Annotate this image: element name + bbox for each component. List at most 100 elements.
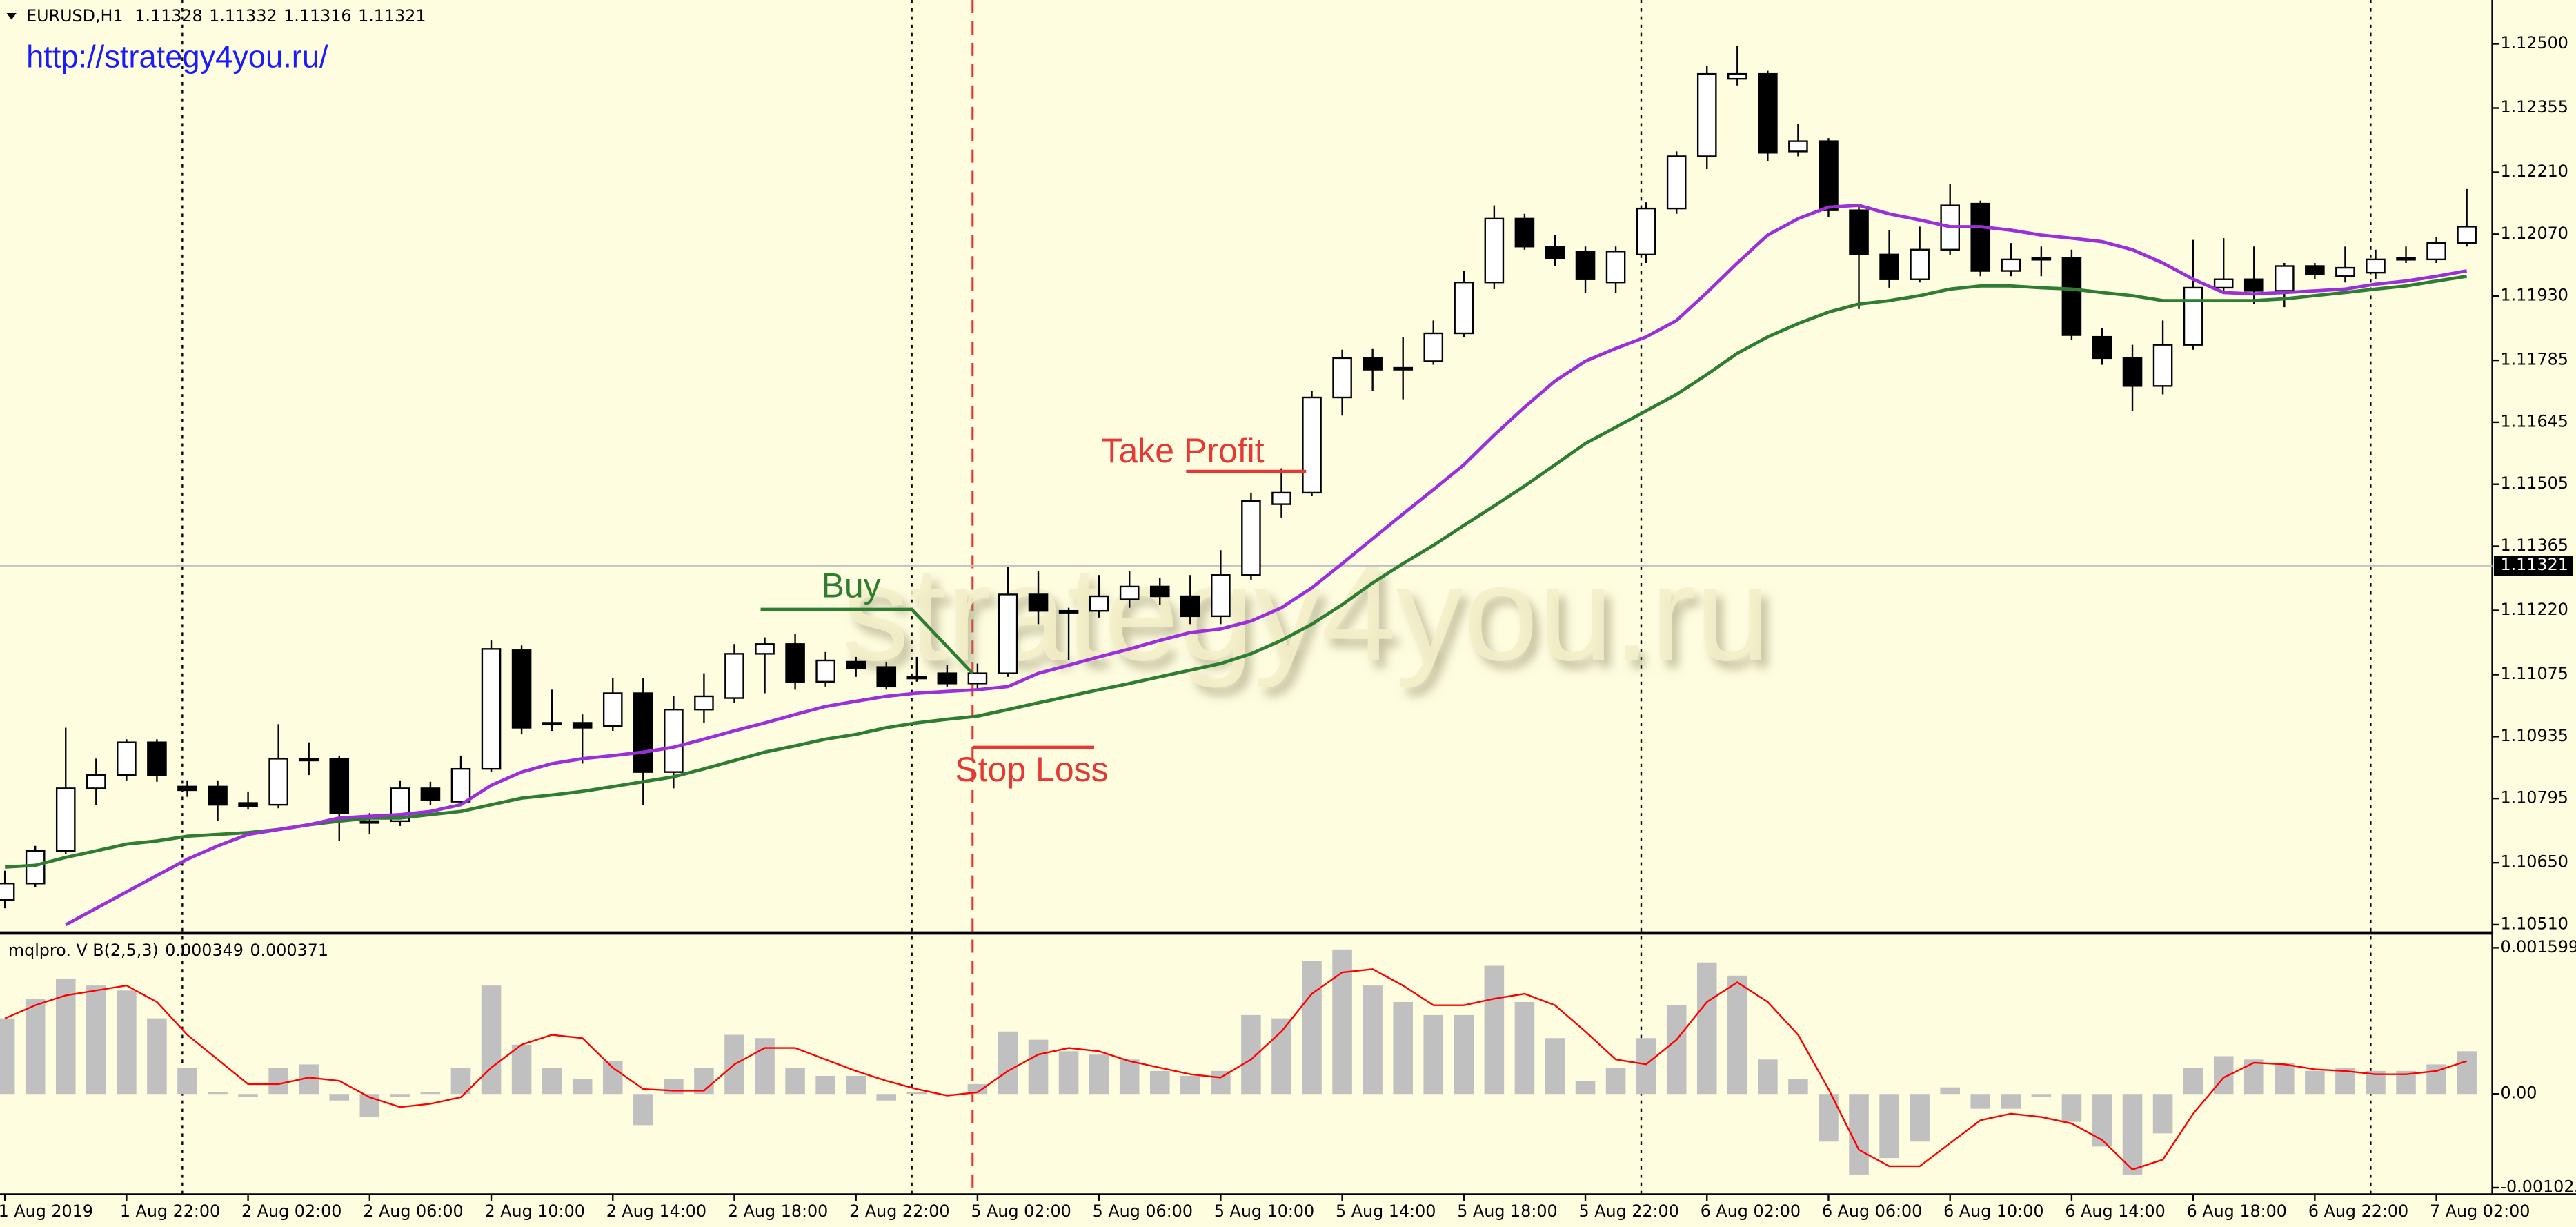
histogram-bar xyxy=(1727,975,1747,1095)
candle-body xyxy=(1149,585,1170,598)
candle-body xyxy=(724,653,744,699)
histogram-bar xyxy=(238,1094,258,1097)
candle-body xyxy=(785,643,805,683)
candle-body xyxy=(0,883,15,901)
histogram-bar xyxy=(1089,1054,1109,1095)
histogram-bar xyxy=(511,1044,532,1095)
histogram-bar xyxy=(1423,1014,1444,1095)
y-tick-label: -0.001025 xyxy=(2500,1177,2576,1196)
histogram-bar xyxy=(2122,1094,2143,1175)
candle-body xyxy=(2366,258,2386,274)
ohlc-high: 1.11332 xyxy=(209,6,277,25)
histogram-bar xyxy=(1849,1094,1869,1175)
candle-body xyxy=(2122,357,2143,387)
candle-body xyxy=(2396,257,2416,261)
histogram-bar xyxy=(1940,1087,1960,1095)
histogram-bar xyxy=(694,1068,714,1095)
candle-body xyxy=(572,722,593,729)
y-tick-label: 1.10650 xyxy=(2500,852,2568,872)
x-tick-label: 7 Aug 02:00 xyxy=(2430,1201,2530,1221)
candle-body xyxy=(55,787,76,852)
candle-body xyxy=(633,692,653,773)
histogram-bar xyxy=(815,1075,835,1095)
histogram-bar xyxy=(1636,1038,1656,1095)
histogram-bar xyxy=(1454,1014,1474,1095)
x-tick-label: 6 Aug 18:00 xyxy=(2187,1201,2287,1221)
annotation-line xyxy=(760,607,974,675)
histogram-bar xyxy=(755,1038,775,1095)
marks: 1 Aug 2019 1 Aug 22:00 2 Aug 02:00 2 Aug 06… xyxy=(0,33,2576,1221)
candle-body xyxy=(1454,282,1474,335)
candle-body xyxy=(420,787,441,801)
histogram-bar xyxy=(2275,1063,2295,1095)
histogram-bar xyxy=(481,985,502,1095)
histogram-bar xyxy=(906,1092,927,1095)
histogram-bar xyxy=(1119,1059,1140,1095)
histogram-bar xyxy=(1058,1051,1079,1095)
candle-body xyxy=(2457,226,2477,244)
x-tick-label: 2 Aug 02:00 xyxy=(241,1201,341,1221)
y-tick-label: 1.11645 xyxy=(2500,411,2568,431)
site-url[interactable]: http://strategy4you.ru/ xyxy=(26,39,328,75)
candle-body xyxy=(1363,357,1383,371)
histogram-bar xyxy=(177,1068,197,1095)
candle-body xyxy=(1758,72,1778,154)
candle-body xyxy=(1849,209,1869,256)
histogram-bar xyxy=(1180,1075,1200,1095)
symbol: EURUSD,H1 xyxy=(26,6,123,25)
histogram-bar xyxy=(1605,1068,1626,1095)
x-tick-label: 2 Aug 18:00 xyxy=(728,1201,828,1221)
histogram-bar xyxy=(542,1068,562,1095)
candle-body xyxy=(1119,585,1140,600)
candle-body xyxy=(2152,344,2173,387)
candle-body xyxy=(208,785,228,806)
current-price-label: 1.11321 xyxy=(2500,555,2568,574)
x-tick-label: 5 Aug 10:00 xyxy=(1214,1201,1314,1221)
candle-body xyxy=(2061,257,2082,336)
candle-body xyxy=(694,695,714,711)
x-tick-label: 6 Aug 14:00 xyxy=(2065,1201,2165,1221)
histogram-bar xyxy=(2183,1068,2203,1095)
y-tick-label: 1.12070 xyxy=(2500,224,2568,243)
histogram-bar xyxy=(1879,1094,1899,1159)
histogram-bar xyxy=(1484,965,1505,1095)
x-tick-label: 5 Aug 22:00 xyxy=(1579,1201,1679,1221)
y-tick-label: 1.11930 xyxy=(2500,286,2568,305)
candle-body xyxy=(1666,155,1687,210)
x-tick-label: 6 Aug 06:00 xyxy=(1822,1201,1922,1221)
histogram-bar xyxy=(664,1079,684,1095)
x-tick-label: 2 Aug 10:00 xyxy=(485,1201,585,1221)
y-tick-label: 1.11785 xyxy=(2500,350,2568,369)
candle-body xyxy=(1727,72,1747,80)
y-tick-label: 1.12210 xyxy=(2500,161,2568,181)
histogram-bar xyxy=(329,1094,350,1101)
histogram-bar xyxy=(1514,1001,1535,1095)
histogram-bar xyxy=(1910,1094,1930,1142)
candle-body xyxy=(1028,593,1049,612)
candle-body xyxy=(906,676,927,680)
candle-body xyxy=(1241,500,1261,576)
candle-body xyxy=(147,741,167,776)
candle-body xyxy=(1271,491,1291,505)
candle-body xyxy=(1605,251,1626,284)
histogram-bar xyxy=(2243,1059,2264,1095)
candle-body xyxy=(1302,396,1322,494)
histogram-bar xyxy=(876,1094,897,1101)
histogram-bar xyxy=(998,1031,1018,1095)
candle-body xyxy=(876,666,897,688)
histogram-bar xyxy=(1363,985,1383,1095)
chart-header: EURUSD,H1 1.11328 1.11332 1.11316 1.11321 xyxy=(26,6,426,25)
candle-body xyxy=(1970,202,1991,272)
y-tick-label: 1.11365 xyxy=(2500,536,2568,555)
x-tick-label: 5 Aug 18:00 xyxy=(1457,1201,1557,1221)
histogram-bar xyxy=(1332,949,1352,1095)
candle-body xyxy=(2243,278,2264,292)
candle-body xyxy=(1696,72,1717,157)
candle-body xyxy=(1393,366,1413,371)
candle-body xyxy=(1879,253,1899,280)
histogram-bar xyxy=(2152,1094,2173,1134)
histogram-bar xyxy=(1666,1005,1687,1095)
candle-body xyxy=(2305,265,2325,275)
candle-body xyxy=(815,659,835,683)
